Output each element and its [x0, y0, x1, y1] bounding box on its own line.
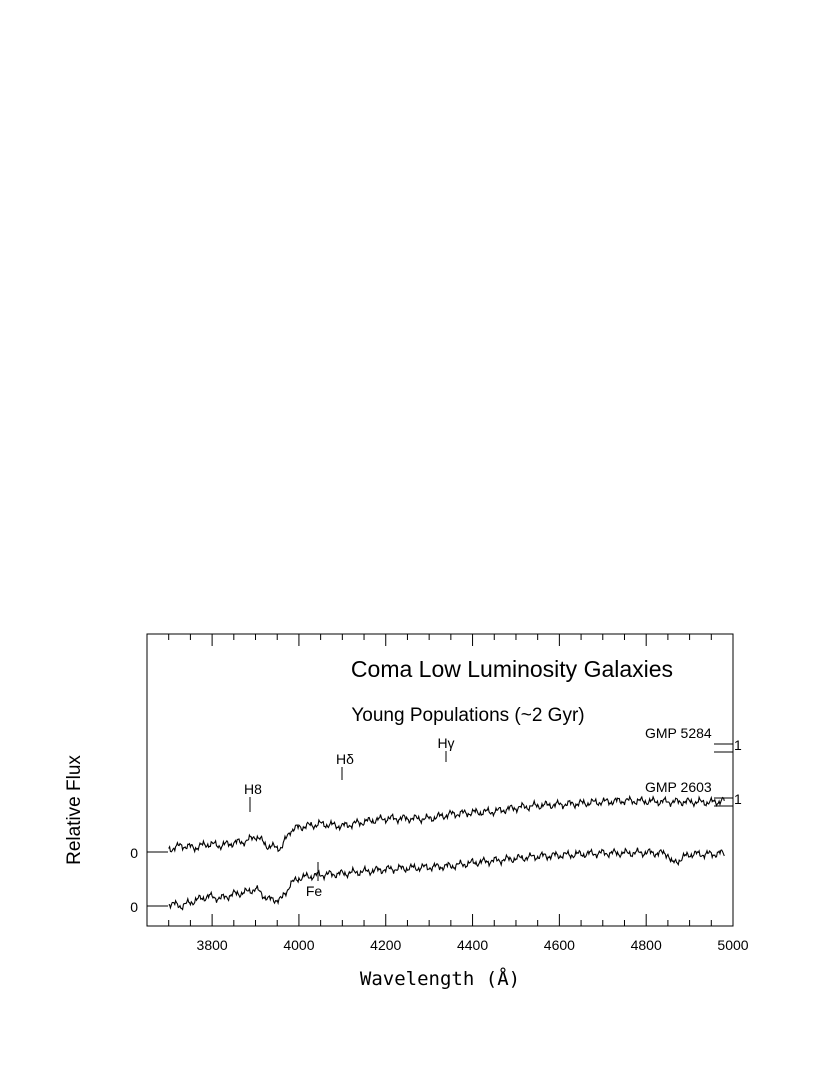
hgamma-annotation: Hγ — [437, 735, 454, 751]
hdelta-annotation: Hδ — [336, 751, 354, 767]
series-line-gmp-2603 — [168, 847, 725, 911]
scale-label-1: 1 — [734, 737, 742, 753]
zero-label-1: 0 — [130, 845, 138, 861]
x-tick-label-4600: 4600 — [544, 937, 575, 953]
x-axis-label: Wavelength (Å) — [360, 967, 520, 990]
plot-frame — [146, 633, 734, 927]
series-layer — [168, 794, 725, 911]
chart-subtitle: Young Populations (~2 Gyr) — [351, 705, 584, 726]
h8-annotation: H8 — [244, 781, 262, 797]
x-tick-label-3800: 3800 — [197, 937, 228, 953]
series-label-gmp-2603: GMP 2603 — [645, 779, 712, 795]
x-tick-label-4400: 4400 — [457, 937, 488, 953]
fe-annotation: Fe — [306, 883, 323, 899]
x-tick-label-4200: 4200 — [370, 937, 401, 953]
x-tick-label-4000: 4000 — [283, 937, 314, 953]
x-tick-label-5000: 5000 — [717, 937, 748, 953]
scale-bracket-2 — [714, 797, 734, 807]
chart-title: Coma Low Luminosity Galaxies — [351, 656, 673, 682]
scale-label-2: 1 — [734, 791, 742, 807]
axis-ticks — [168, 634, 734, 926]
scale-bracket-1 — [714, 743, 734, 753]
x-tick-labels: 3800 4000 4200 4400 4600 4800 5000 — [197, 937, 749, 953]
zero-label-2: 0 — [130, 899, 138, 915]
series-label-gmp-5284: GMP 5284 — [645, 725, 712, 741]
x-tick-label-4800: 4800 — [631, 937, 662, 953]
y-axis-label: Relative Flux — [64, 755, 85, 865]
series-line-gmp-5284 — [168, 794, 725, 854]
